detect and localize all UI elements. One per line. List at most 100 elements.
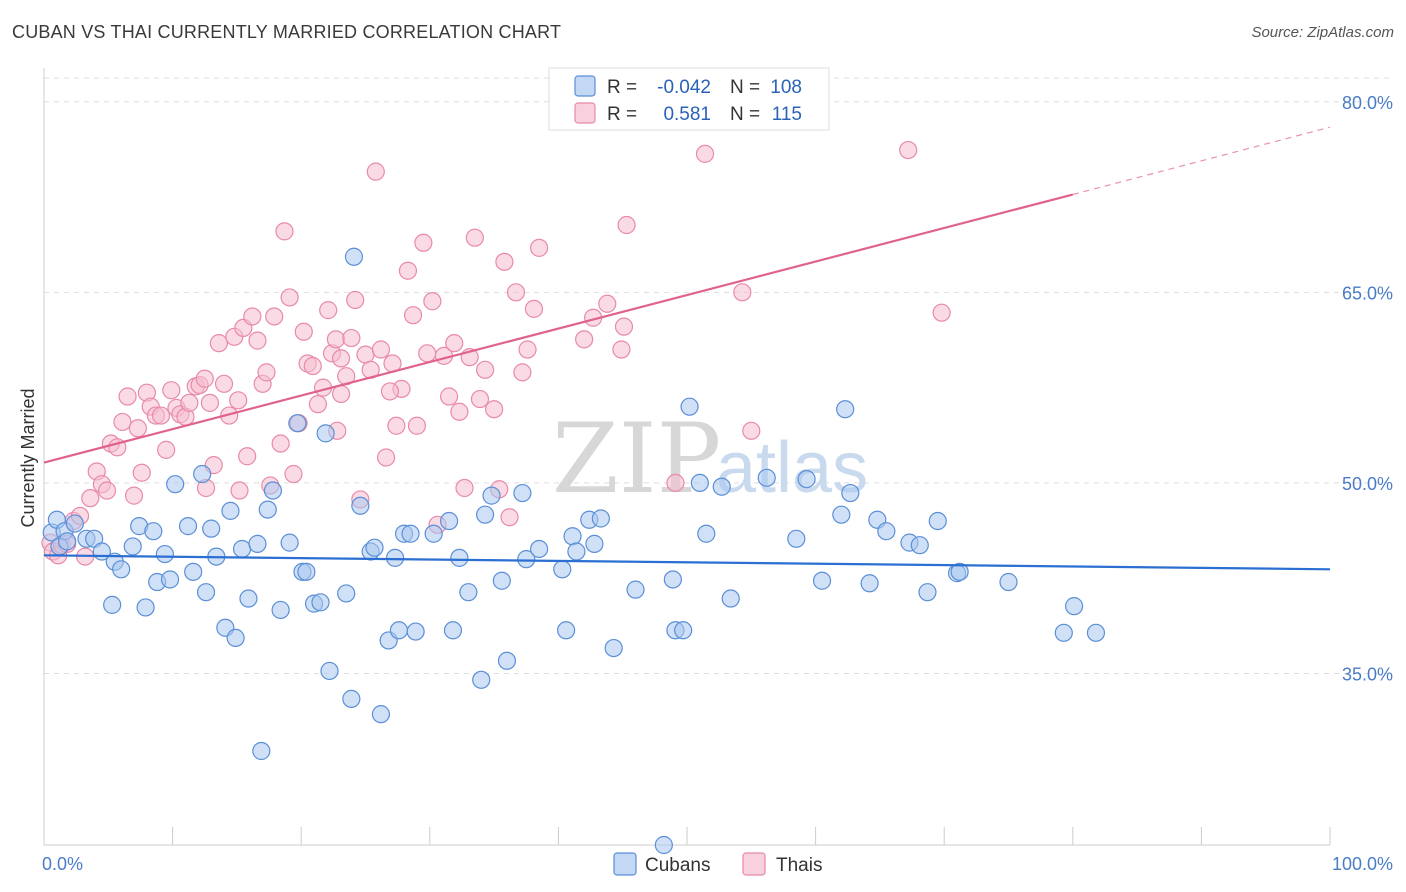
cuban-point-17 <box>155 544 174 564</box>
cuban-point-69 <box>553 560 572 579</box>
bottom-legend-label-thai: Thais <box>776 855 822 876</box>
cuban-point-78 <box>663 570 682 589</box>
thai-point-91 <box>495 252 514 271</box>
cuban-point-106 <box>654 835 673 855</box>
legend-n-label-thai: N = <box>730 104 760 125</box>
thai-point-40 <box>238 447 257 466</box>
cuban-point-100 <box>999 572 1018 592</box>
thai-trend-line <box>43 193 1074 464</box>
thai-point-104 <box>666 473 685 493</box>
thai-point-55 <box>308 395 328 414</box>
cuban-point-80 <box>680 397 699 416</box>
cuban-point-99 <box>950 562 969 581</box>
y-tick-label-3: 80.0% <box>1342 93 1393 113</box>
y-axis-label: Currently Married <box>18 388 38 527</box>
cuban-point-65 <box>497 651 517 670</box>
thai-point-82 <box>445 334 464 353</box>
cuban-point-56 <box>424 524 443 543</box>
watermark: ZIP atlas <box>552 403 868 515</box>
thai-point-105 <box>695 144 715 163</box>
thai-point-69 <box>376 448 396 467</box>
thai-point-28 <box>180 393 199 412</box>
cuban-point-68 <box>530 539 549 559</box>
thai-point-89 <box>485 400 504 419</box>
cuban-point-10 <box>112 560 131 579</box>
cuban-point-102 <box>1064 597 1084 616</box>
cuban-point-39 <box>297 562 316 581</box>
cuban-point-29 <box>232 539 252 559</box>
thai-point-109 <box>932 303 951 322</box>
cuban-point-24 <box>202 519 221 538</box>
x-tick-label-1: 100.0% <box>1332 854 1393 874</box>
cuban-point-20 <box>178 517 198 536</box>
cuban-point-71 <box>563 527 582 546</box>
thai-point-31 <box>195 369 214 388</box>
x-tick-label-0: 0.0% <box>42 854 83 874</box>
trend-lines <box>43 126 1331 571</box>
cuban-point-57 <box>439 511 459 531</box>
thai-point-88 <box>475 360 495 379</box>
thai-point-65 <box>356 345 375 364</box>
legend-r-label-cuban: R = <box>607 77 637 98</box>
cuban-point-23 <box>196 583 216 602</box>
thai-point-34 <box>209 334 228 353</box>
cuban-point-103 <box>1086 623 1106 642</box>
cuban-point-63 <box>482 486 501 505</box>
thai-point-46 <box>265 307 284 326</box>
thai-point-81 <box>439 387 459 406</box>
thai-point-17 <box>128 419 147 438</box>
legend-r-label-thai: R = <box>607 104 637 125</box>
thai-point-73 <box>398 261 418 280</box>
cuban-point-5 <box>65 514 84 533</box>
cuban-point-42 <box>316 424 335 443</box>
cuban-point-89 <box>836 400 855 419</box>
x-tick-labels: 0.0% 100.0% <box>42 854 1393 874</box>
cuban-point-95 <box>910 536 929 555</box>
cuban-point-96 <box>918 583 937 602</box>
watermark-zip: ZIP <box>552 403 721 515</box>
cuban-point-22 <box>193 464 212 484</box>
cuban-point-44 <box>337 584 356 603</box>
thai-point-14 <box>113 412 132 432</box>
thai-point-86 <box>465 228 484 247</box>
cuban-point-62 <box>475 505 495 524</box>
cuban-point-58 <box>443 621 463 640</box>
cuban-point-27 <box>221 501 240 520</box>
thai-point-111 <box>331 384 351 404</box>
thai-point-83 <box>450 402 469 421</box>
cuban-point-48 <box>365 538 384 557</box>
legend-r-value-thai: 0.581 <box>663 104 711 125</box>
cuban-point-34 <box>263 481 283 500</box>
thai-point-18 <box>132 463 151 482</box>
thai-point-92 <box>500 508 519 527</box>
thai-point-93 <box>506 283 526 302</box>
thai-point-96 <box>524 299 544 318</box>
cuban-point-51 <box>385 548 405 567</box>
thai-point-114 <box>380 382 400 401</box>
thai-point-35 <box>214 374 234 393</box>
cuban-point-45 <box>342 689 361 708</box>
y-tick-labels: 35.0% 50.0% 65.0% 80.0% <box>1342 93 1393 685</box>
thai-trend-line-extension <box>1072 126 1331 196</box>
cuban-point-107 <box>344 247 364 266</box>
cuban-point-64 <box>492 571 511 590</box>
thai-point-106 <box>742 421 761 440</box>
thai-point-71 <box>387 416 406 435</box>
cuban-point-32 <box>252 741 271 761</box>
thai-point-77 <box>418 344 437 363</box>
cuban-point-97 <box>928 511 947 531</box>
thai-point-78 <box>423 292 442 311</box>
thai-point-67 <box>366 162 385 181</box>
cuban-points <box>42 247 1106 855</box>
cuban-point-31 <box>248 534 267 553</box>
series-legend: Cubans Thais <box>613 852 822 876</box>
thai-point-49 <box>280 288 299 307</box>
cuban-point-87 <box>812 571 832 590</box>
bottom-legend-swatch-cuban <box>613 852 637 876</box>
thai-point-87 <box>470 389 490 409</box>
thai-point-112 <box>230 481 249 500</box>
cuban-point-30 <box>239 589 258 608</box>
cuban-point-41 <box>311 593 330 612</box>
thai-point-15 <box>118 387 137 406</box>
legend-n-value-cuban: 108 <box>770 77 802 98</box>
